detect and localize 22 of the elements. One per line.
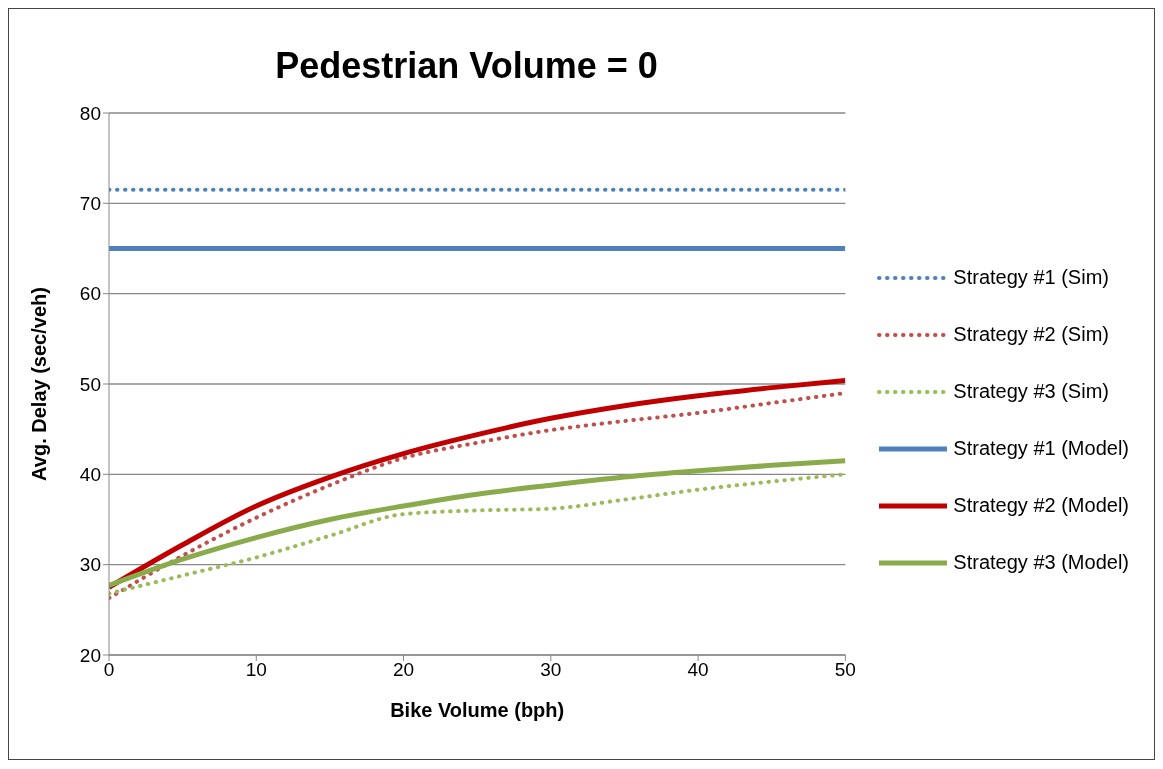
x-tick-label: 0 [103,659,115,681]
legend-label: Strategy #2 (Sim) [953,323,1109,346]
legend-label: Strategy #2 (Model) [953,494,1129,517]
y-tick-label: 60 [79,283,101,305]
legend-label: Strategy #1 (Sim) [953,266,1109,289]
x-tick-label: 50 [834,659,856,681]
chart-title: Pedestrian Volume = 0 [274,45,659,88]
legend-label: Strategy #3 (Model) [953,551,1129,574]
x-tick-label: 30 [540,659,562,681]
x-axis-title: Bike Volume (bph) [390,699,565,721]
x-tick-label: 20 [392,659,415,681]
x-tick-label: 40 [687,659,709,681]
x-tick-label: 10 [245,659,267,681]
y-tick-label: 40 [79,464,101,486]
y-tick-label: 20 [79,644,101,666]
y-tick-label: 70 [79,193,101,215]
legend-label: Strategy #3 (Sim) [953,380,1109,403]
y-axis-title: Avg. Delay (sec/veh) [28,287,51,481]
y-tick-label: 50 [79,373,101,395]
y-tick-label: 30 [79,554,101,576]
y-tick-label: 80 [79,102,101,124]
legend-label: Strategy #1 (Model) [953,437,1129,460]
